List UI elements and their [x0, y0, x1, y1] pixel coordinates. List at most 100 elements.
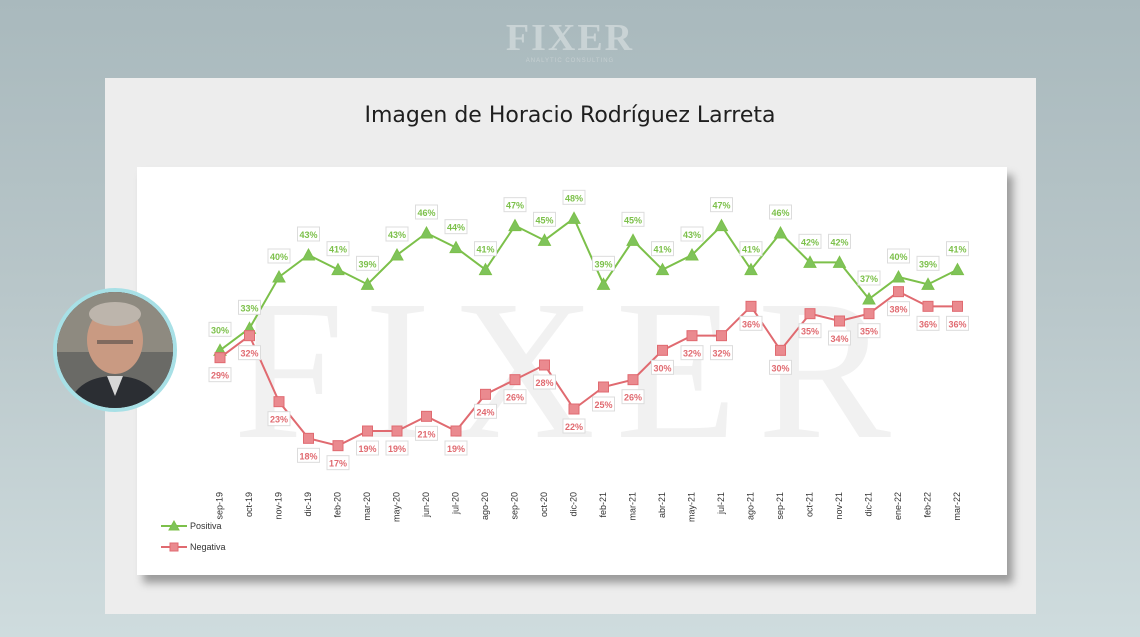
data-label-negativa: 19% — [447, 444, 465, 454]
data-point-positiva — [301, 247, 316, 261]
data-label-box — [444, 440, 468, 456]
x-tick-label: sep-19 — [214, 492, 224, 520]
data-label-negativa: 36% — [919, 319, 937, 329]
data-point-negativa — [745, 300, 757, 312]
chart-card: FIXER 30% 33% 40% 43% 41% 39% 43% 46% 44% 41% 47% 4… — [137, 167, 1007, 575]
data-label-box — [562, 418, 586, 434]
data-label-box — [267, 411, 291, 427]
x-tick-label: abr-21 — [657, 492, 667, 518]
data-point-positiva — [685, 247, 699, 261]
data-label-negativa: 34% — [830, 334, 848, 344]
data-point-positiva — [390, 247, 404, 261]
data-point-positiva — [537, 233, 552, 246]
data-label-box — [621, 389, 645, 405]
data-label-box — [415, 425, 438, 441]
data-label-box — [415, 204, 438, 220]
data-label-box — [208, 321, 232, 337]
data-label-positiva: 45% — [624, 215, 642, 225]
data-point-negativa — [421, 410, 432, 422]
data-label-box — [887, 301, 910, 317]
data-label-positiva: 39% — [594, 259, 612, 269]
data-label-positiva: 40% — [270, 252, 288, 262]
data-label-box — [710, 345, 733, 361]
x-tick-label: oct-20 — [539, 492, 549, 517]
data-label-box — [474, 241, 497, 257]
x-tick-label: jul-20 — [450, 492, 460, 515]
data-point-positiva — [773, 225, 788, 239]
data-label-negativa: 30% — [771, 363, 789, 373]
data-point-negativa — [657, 344, 668, 356]
data-point-negativa — [391, 425, 403, 437]
data-point-negativa — [686, 330, 698, 342]
data-label-negativa: 26% — [624, 393, 642, 403]
data-label-positiva: 40% — [889, 252, 907, 262]
data-point-negativa — [568, 403, 580, 415]
x-tick-label: ene-22 — [893, 492, 903, 520]
data-point-positiva — [419, 225, 434, 239]
data-label-box — [474, 403, 497, 419]
data-label-box — [769, 359, 792, 375]
data-label-negativa: 28% — [535, 378, 553, 388]
data-label-negativa: 35% — [801, 327, 819, 337]
data-label-box — [385, 440, 409, 456]
data-label-negativa: 23% — [270, 415, 288, 425]
data-label-positiva: 41% — [742, 245, 760, 255]
data-label-negativa: 36% — [742, 319, 760, 329]
legend-marker-positiva — [168, 519, 180, 531]
person-photo-icon — [57, 292, 173, 408]
politician-avatar — [53, 288, 177, 412]
data-point-negativa — [214, 352, 226, 364]
data-point-positiva — [950, 262, 965, 276]
data-point-negativa — [952, 300, 963, 312]
data-point-positiva — [360, 277, 375, 290]
data-point-positiva — [478, 262, 493, 276]
x-tick-label: feb-20 — [332, 492, 342, 518]
data-label-positiva: 42% — [801, 237, 819, 247]
data-label-box — [739, 241, 763, 257]
data-label-positiva: 43% — [683, 230, 701, 240]
data-label-box — [592, 255, 615, 271]
data-point-positiva — [331, 262, 345, 276]
data-label-box — [533, 374, 556, 390]
data-label-negativa: 30% — [653, 363, 671, 373]
data-label-negativa: 17% — [329, 459, 347, 469]
x-tick-label: ago-20 — [480, 492, 490, 520]
data-label-positiva: 30% — [211, 325, 229, 335]
data-point-positiva — [832, 255, 847, 268]
data-label-positiva: 41% — [476, 245, 494, 255]
data-label-box — [710, 197, 733, 213]
data-point-positiva — [921, 277, 935, 290]
data-label-positiva: 43% — [299, 230, 317, 240]
data-label-negativa: 19% — [388, 444, 406, 454]
data-label-positiva: 37% — [860, 274, 878, 284]
data-label-box — [297, 447, 320, 463]
data-label-box — [769, 204, 792, 220]
data-label-box — [916, 315, 940, 331]
brand-name: FIXER — [505, 17, 635, 59]
data-label-negativa: 32% — [683, 349, 701, 359]
data-label-box — [238, 299, 261, 315]
data-label-negativa: 36% — [948, 319, 966, 329]
x-tick-label: feb-22 — [922, 492, 932, 518]
chart-title: Imagen de Horacio Rodríguez Larreta — [364, 103, 776, 128]
line-chart: FIXER 30%33%40%43%41%39%43%46%44%41%47%4… — [161, 189, 969, 552]
data-point-positiva — [891, 269, 906, 283]
data-label-negativa: 24% — [476, 407, 494, 417]
data-label-box — [356, 440, 379, 456]
data-point-positiva — [508, 218, 522, 232]
data-label-box — [208, 367, 232, 383]
data-label-negativa: 25% — [594, 400, 612, 410]
x-tick-label: sep-21 — [775, 492, 785, 520]
data-label-negativa: 35% — [860, 327, 878, 337]
x-tick-label: nov-19 — [273, 492, 283, 520]
data-label-box — [326, 241, 350, 257]
data-label-negativa: 32% — [712, 349, 730, 359]
x-tick-label: sep-20 — [509, 492, 519, 520]
x-tick-label: jun-20 — [421, 492, 431, 518]
x-tick-label: feb-21 — [598, 492, 608, 518]
data-label-box — [828, 233, 851, 249]
data-point-negativa — [480, 388, 491, 400]
data-label-box — [444, 219, 468, 235]
data-label-positiva: 45% — [535, 215, 553, 225]
x-tick-label: mar-22 — [952, 492, 962, 521]
